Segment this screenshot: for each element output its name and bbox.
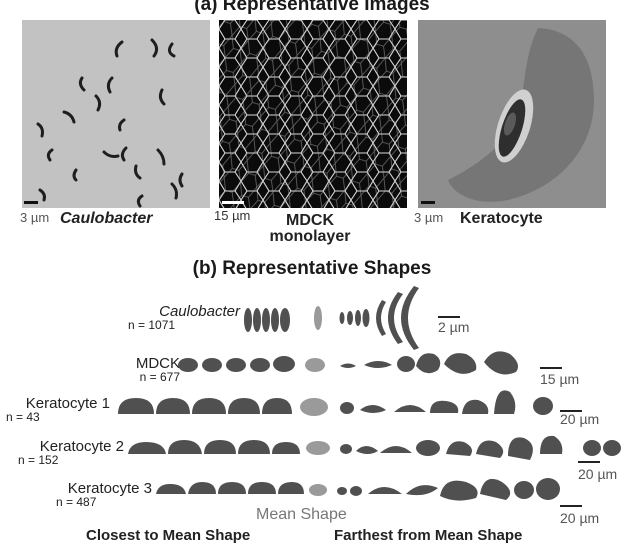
keratocyte-2-far-shapes (340, 435, 621, 460)
panel-b-title: (b) Representative Shapes (192, 258, 432, 279)
row-name: Keratocyte 2 (39, 438, 124, 455)
caulobacter-image (22, 20, 210, 208)
mdck-image-label-line1: MDCK (286, 212, 334, 229)
mean-shape-label: Mean Shape (256, 506, 347, 523)
caulobacter-scale-bar (438, 316, 460, 318)
caulobacter-scale-label: 3 µm (20, 210, 50, 225)
keratocyte-3-scale-label: 20 µm (560, 510, 600, 526)
keratocyte-3-mean-shape (309, 484, 327, 496)
keratocyte-3-scale-bar (560, 505, 582, 507)
representative-shapes-figure (118, 286, 621, 507)
row-count: n = 152 (18, 453, 59, 467)
caulobacter-shapes (244, 308, 290, 332)
mdck-mean-shape (305, 358, 325, 372)
row-label-caulobacter: Caulobacter n = 1071 (90, 303, 240, 332)
mdck-image (219, 20, 407, 208)
mdck-shape-scale-label: 15 µm (540, 371, 580, 387)
keratocyte-scale-label: 3 µm (414, 210, 444, 225)
row-label-keratocyte-3: Keratocyte 3 n = 487 (30, 480, 152, 509)
mdck-scale-bar (540, 367, 562, 369)
keratocyte-2-mean-shape (306, 441, 330, 455)
keratocyte-3-far-shapes (337, 478, 560, 501)
keratocyte-1-scale-bar (560, 410, 582, 412)
caulobacter-image-label: Caulobacter (60, 210, 153, 227)
keratocyte-2-scale-label: 20 µm (578, 466, 618, 482)
keratocyte-2-scale-bar (578, 461, 600, 463)
closest-to-mean-label: Closest to Mean Shape (86, 527, 251, 544)
mdck-scale-label: 15 µm (214, 208, 251, 223)
caulobacter-far-shapes (339, 286, 419, 350)
row-label-keratocyte-2: Keratocyte 2 n = 152 (8, 438, 124, 467)
row-label-mdck: MDCK n = 677 (60, 355, 180, 384)
caulobacter-shape-scale-label: 2 µm (438, 319, 470, 335)
keratocyte-image-label: Keratocyte (460, 210, 543, 227)
row-count: n = 487 (56, 495, 97, 509)
keratocyte-1-mean-shape (300, 398, 328, 416)
row-count: n = 1071 (128, 318, 176, 332)
farthest-from-mean-label: Farthest from Mean Shape (334, 527, 523, 544)
keratocyte-1-shapes (118, 398, 292, 414)
keratocyte-image (418, 20, 606, 208)
row-name: MDCK (135, 355, 180, 372)
caulobacter-mean-shape (314, 306, 322, 330)
keratocyte-1-scale-label: 20 µm (560, 411, 600, 427)
row-count: n = 43 (6, 410, 40, 424)
panel-a-title: (a) Representative Images (194, 0, 430, 15)
keratocyte-2-shapes (128, 440, 300, 454)
row-name: Keratocyte 3 (67, 480, 152, 497)
mdck-shapes (178, 356, 295, 372)
mdck-far-shapes (340, 351, 518, 375)
row-count: n = 677 (139, 370, 180, 384)
keratocyte-3-shapes (156, 482, 304, 494)
row-name: Caulobacter (159, 303, 240, 320)
row-label-keratocyte-1: Keratocyte 1 n = 43 (0, 395, 110, 424)
row-name: Keratocyte 1 (25, 395, 110, 412)
mdck-image-label-line2: monolayer (269, 228, 351, 245)
keratocyte-1-far-shapes (340, 390, 553, 415)
